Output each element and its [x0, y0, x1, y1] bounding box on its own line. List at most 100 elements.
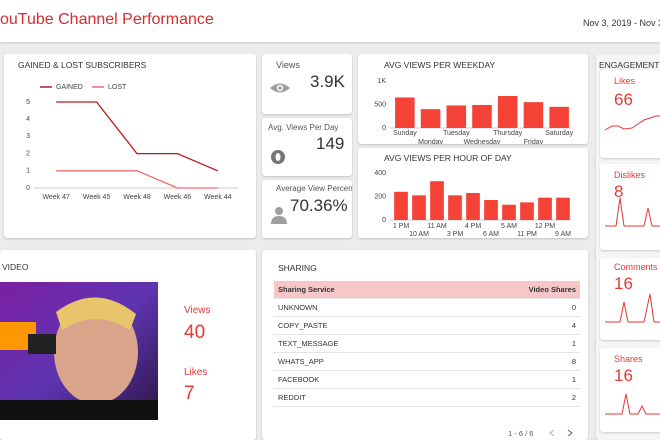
- x-tick-label: Week 46: [164, 194, 192, 201]
- service-name: UNKNOWN: [274, 298, 444, 317]
- scorecard: Average View Percent 70.36%: [262, 180, 352, 238]
- engagement-card: Shares 16: [600, 348, 660, 432]
- table-row: COPY_PASTE 4: [274, 316, 580, 335]
- column-header[interactable]: Sharing Service: [274, 281, 444, 299]
- x-tick-label: 9 AM: [555, 231, 571, 238]
- video-card: VIDEO Views 40 Likes 7: [0, 250, 256, 440]
- bar: [448, 195, 462, 220]
- x-tick-label: 6 AM: [483, 231, 499, 238]
- table-row: FACEBOOK 1: [274, 370, 580, 389]
- service-name: WHATS_APP: [274, 352, 444, 371]
- clock-icon: [271, 150, 285, 164]
- y-tick-label: 500: [374, 101, 386, 108]
- card-title: VIDEO: [2, 262, 29, 272]
- sparkline: [604, 115, 660, 131]
- y-tick-label: 1K: [377, 78, 386, 85]
- table-row: UNKNOWN 0: [274, 298, 580, 317]
- table-row: REDDIT 2: [274, 388, 580, 407]
- bar: [394, 191, 408, 220]
- scorecard-value: 149: [316, 134, 345, 153]
- y-tick-label: 0: [26, 185, 30, 192]
- x-tick-label: 5 AM: [501, 223, 517, 230]
- stat-value: 40: [184, 322, 206, 343]
- card-title: ENGAGEMENT: [599, 60, 660, 70]
- x-tick-label: Wednesday: [464, 139, 501, 144]
- bar: [520, 202, 534, 220]
- y-tick-label: 0: [382, 125, 386, 132]
- x-tick-label: Week 44: [204, 194, 232, 201]
- bar: [484, 200, 498, 220]
- y-tick-label: 400: [374, 170, 386, 177]
- table-header: Sharing Service Video Shares: [274, 281, 580, 299]
- bar: [556, 197, 570, 220]
- service-name: TEXT_MESSAGE: [274, 334, 444, 353]
- legend-label: GAINED: [56, 84, 83, 91]
- x-tick-label: Tuesday: [443, 130, 470, 137]
- y-tick-label: 0: [382, 217, 386, 224]
- series-line: [56, 170, 218, 189]
- x-tick-label: Week 47: [42, 194, 70, 201]
- share-count: 4: [443, 316, 580, 335]
- line-chart: 0 1 2 3 4 5 Week 47 Week 45 Week 48 Week 46 Week 4…: [26, 84, 238, 201]
- metric-label: Comments: [614, 262, 658, 272]
- card-title: SHARING: [278, 263, 317, 273]
- scorecard-value: 70.36%: [290, 196, 348, 215]
- bar: [549, 106, 569, 128]
- subscribers-card: GAINED & LOST SUBSCRIBERS 0 1 2 3 4 5 Week 47 W…: [4, 54, 256, 238]
- bar: [523, 102, 544, 128]
- metric-value: 16: [614, 366, 633, 385]
- bar: [430, 181, 444, 220]
- sparkline: [605, 197, 660, 227]
- metric-label: Shares: [614, 354, 643, 364]
- hour-card: AVG VIEWS PER HOUR OF DAY 0 200 400 1 PM 10 …: [358, 148, 588, 238]
- metric-label: Likes: [614, 76, 636, 86]
- column-header[interactable]: Video Shares: [443, 281, 580, 299]
- share-count: 0: [443, 298, 580, 317]
- table-row: WHATS_APP 8: [274, 352, 580, 371]
- metric-value: 16: [614, 274, 633, 293]
- stat-label: Likes: [184, 367, 208, 378]
- engagement-card: Likes 66: [600, 70, 660, 158]
- series-line: [56, 101, 219, 172]
- scorecard-value: 3.9K: [310, 72, 345, 91]
- x-tick-label: 4 PM: [465, 223, 482, 230]
- y-tick-label: 1: [26, 168, 30, 175]
- eye-icon: [270, 83, 290, 93]
- legend-label: LOST: [108, 84, 127, 91]
- stat-label: Views: [184, 305, 211, 316]
- service-name: REDDIT: [274, 388, 444, 407]
- header-bar: [0, 0, 660, 42]
- bar: [412, 195, 426, 220]
- x-tick-label: Week 48: [123, 194, 151, 201]
- card-title: AVG VIEWS PER HOUR OF DAY: [384, 153, 512, 163]
- share-count: 2: [443, 388, 580, 407]
- y-tick-label: 2: [26, 150, 30, 157]
- sharing-card: SHARING Sharing Service Video Shares UNK…: [262, 250, 588, 440]
- table-row: TEXT_MESSAGE 1: [274, 334, 580, 353]
- pagination: 1 - 6 / 6: [508, 429, 534, 438]
- x-tick-label: Week 45: [83, 194, 111, 201]
- bar: [446, 105, 467, 128]
- x-tick-label: 11 PM: [517, 231, 537, 238]
- engagement-card: Comments 16: [600, 258, 660, 340]
- metric-value: 66: [614, 90, 633, 109]
- x-tick-label: Saturday: [545, 130, 574, 137]
- scorecard-label: Avg. Views Per Day: [268, 123, 339, 132]
- bar: [420, 109, 441, 128]
- share-count: 8: [443, 352, 580, 371]
- weekday-card: AVG VIEWS PER WEEKDAY 0 500 1K Sunday Monday…: [358, 54, 588, 144]
- date-range[interactable]: Nov 3, 2019 - Nov 3: [583, 18, 660, 28]
- x-tick-label: 1 PM: [393, 223, 410, 230]
- y-tick-label: 200: [374, 193, 386, 200]
- metric-label: Dislikes: [614, 170, 646, 180]
- y-tick-label: 5: [26, 99, 30, 106]
- x-tick-label: 11 AM: [427, 223, 446, 230]
- pager-arrows[interactable]: [548, 428, 578, 438]
- card-title: AVG VIEWS PER WEEKDAY: [384, 60, 496, 70]
- bar: [466, 192, 480, 220]
- video-thumbnail[interactable]: [0, 282, 158, 428]
- bar: [538, 197, 552, 220]
